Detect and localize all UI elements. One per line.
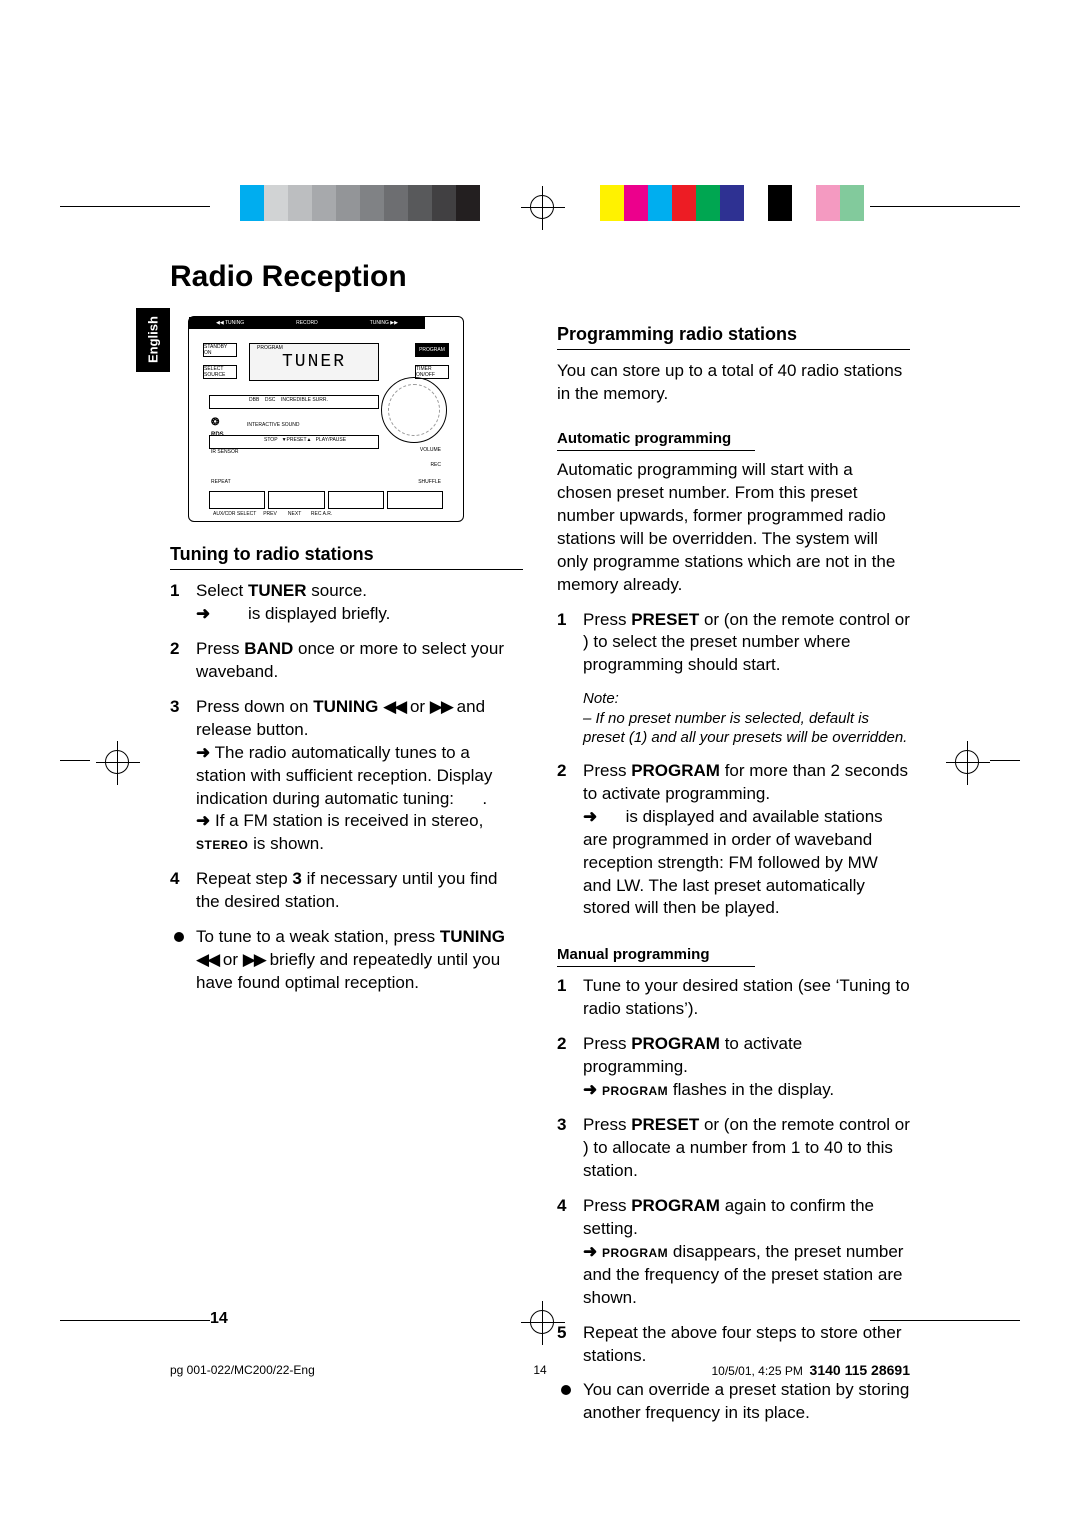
- page-content: English Radio Reception STANDBY ON SELEC…: [170, 260, 910, 1437]
- manual-heading: Manual programming: [557, 946, 755, 967]
- footer-file: pg 001-022/MC200/22-Eng: [170, 1363, 315, 1377]
- tuning-heading: Tuning to radio stations: [170, 544, 523, 570]
- page-number: 14: [210, 1310, 228, 1328]
- volume-dial: [381, 377, 447, 443]
- manual-step-5: 5 Repeat the above four steps to store o…: [557, 1322, 910, 1368]
- programming-heading: Programming radio stations: [557, 324, 910, 350]
- manual-step-3: 3 Press PRESET or (on the remote control…: [557, 1114, 910, 1183]
- device-illustration: STANDBY ON SELECT SOURCE PROGRAM TIMER O…: [188, 316, 464, 522]
- bullet-weak: To tune to a weak station, press TUNING …: [170, 926, 523, 995]
- language-tab: English: [136, 308, 170, 372]
- footer-page: 14: [533, 1363, 546, 1377]
- manual-bullet: You can override a preset station by sto…: [557, 1379, 910, 1425]
- auto-step-2: 2 Press PROGRAM for more than 2 seconds …: [557, 760, 910, 921]
- footer-right: 10/5/01, 4:25 PM 3140 115 28691: [711, 1362, 910, 1378]
- step-3: 3 Press down on TUNING ◀◀ or ▶▶ and rele…: [170, 696, 523, 857]
- programming-intro: You can store up to a total of 40 radio …: [557, 360, 910, 406]
- manual-step-2: 2 Press PROGRAM to activate programming.…: [557, 1033, 910, 1102]
- step-4: 4 Repeat step 3 if necessary until you f…: [170, 868, 523, 914]
- imprint-footer: pg 001-022/MC200/22-Eng 14 10/5/01, 4:25…: [170, 1362, 910, 1378]
- registration-mark-right: [955, 750, 979, 774]
- auto-step-1: 1 Press PRESET or (on the remote control…: [557, 609, 910, 678]
- page-title: Radio Reception: [170, 260, 910, 294]
- auto-heading: Automatic programming: [557, 430, 755, 451]
- right-column: Programming radio stations You can store…: [557, 316, 910, 1437]
- note-block: Note: – If no preset number is selected,…: [583, 689, 910, 748]
- manual-step-4: 4 Press PROGRAM again to confirm the set…: [557, 1195, 910, 1310]
- manual-step-1: 1 Tune to your desired station (see ‘Tun…: [557, 975, 910, 1021]
- auto-paragraph: Automatic programming will start with a …: [557, 459, 910, 597]
- registration-mark-left: [105, 750, 129, 774]
- step-2: 2 Press BAND once or more to select your…: [170, 638, 523, 684]
- step-1: 1 Select TUNER source. ➜ is displayed br…: [170, 580, 523, 626]
- left-column: STANDBY ON SELECT SOURCE PROGRAM TIMER O…: [170, 316, 523, 1437]
- registration-mark-top: [530, 195, 554, 219]
